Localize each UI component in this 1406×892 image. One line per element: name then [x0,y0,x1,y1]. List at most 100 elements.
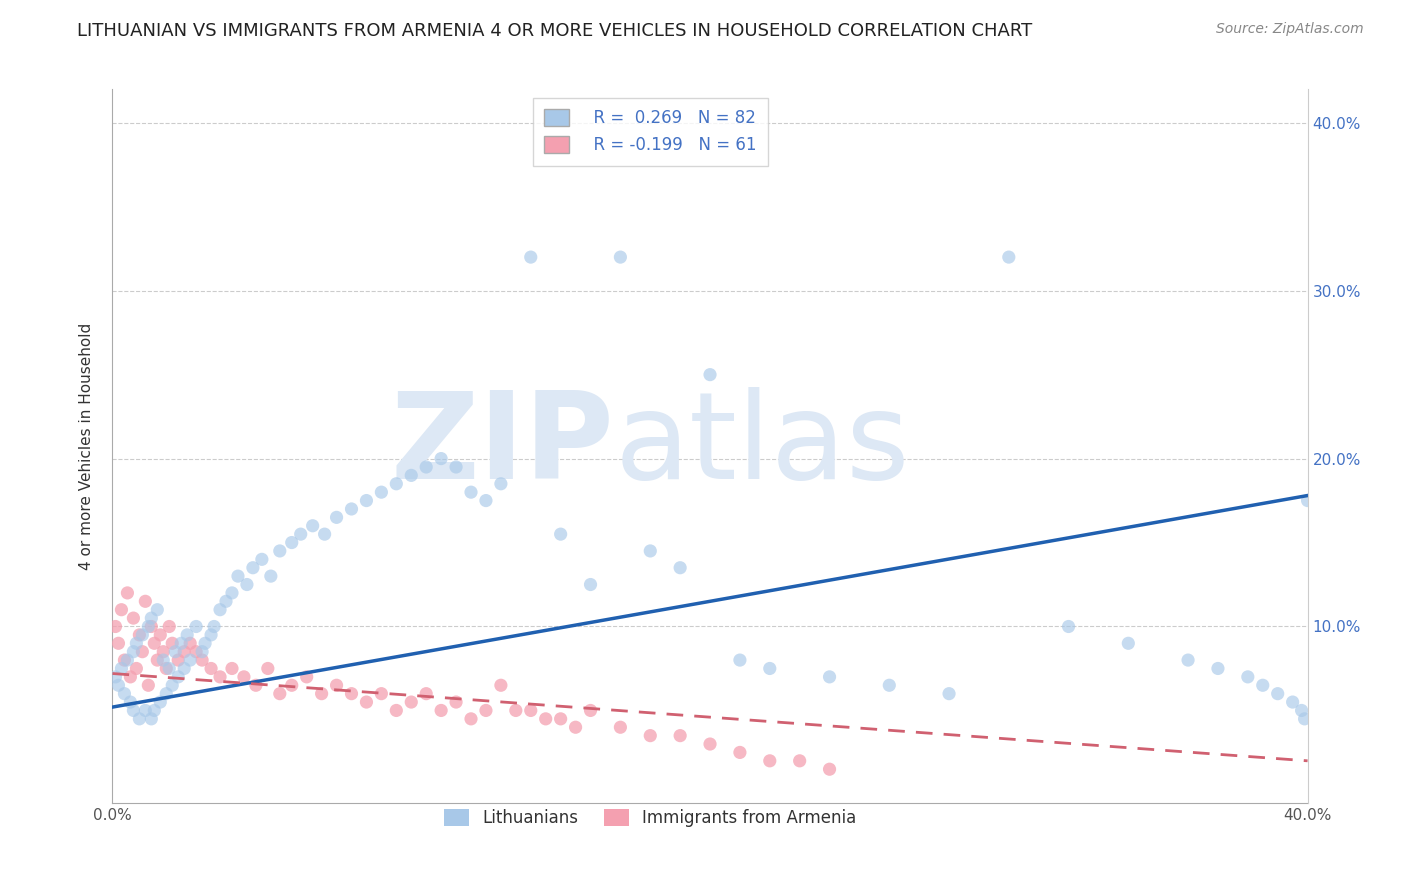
Point [1294,712,1316,726]
Point [157,661,180,675]
Text: atlas: atlas [614,387,910,505]
Point [141,619,163,633]
Point [505,703,527,717]
Point [215,594,238,608]
Point [155,687,177,701]
Point [107,678,129,692]
Point [534,712,557,726]
Point [226,569,249,583]
Point [165,645,187,659]
Point [117,586,139,600]
Point [759,754,782,768]
Point [131,645,153,659]
Point [879,678,901,692]
Point [162,678,183,692]
Text: LITHUANIAN VS IMMIGRANTS FROM ARMENIA 4 OR MORE VEHICLES IN HOUSEHOLD CORRELATIO: LITHUANIAN VS IMMIGRANTS FROM ARMENIA 4 … [77,22,1032,40]
Point [609,720,631,734]
Point [444,695,467,709]
Point [669,560,692,574]
Point [938,687,960,701]
Point [550,527,572,541]
Point [131,628,153,642]
Point [1118,636,1140,650]
Point [460,712,482,726]
Point [401,468,423,483]
Point [385,476,408,491]
Point [167,653,190,667]
Point [385,703,408,717]
Point [114,687,135,701]
Point [120,695,142,709]
Point [281,535,304,549]
Point [209,603,232,617]
Point [998,250,1021,264]
Point [1206,661,1229,675]
Point [325,510,347,524]
Point [114,653,135,667]
Point [370,485,392,500]
Point [209,670,232,684]
Point [281,678,304,692]
Point [489,476,512,491]
Point [173,661,195,675]
Point [162,636,183,650]
Point [1291,703,1313,717]
Point [269,544,291,558]
Point [143,703,166,717]
Point [173,645,195,659]
Point [117,653,139,667]
Point [221,661,243,675]
Point [1296,493,1319,508]
Point [728,746,751,760]
Point [122,703,145,717]
Point [301,518,323,533]
Point [128,712,150,726]
Point [143,636,166,650]
Point [104,619,127,633]
Point [475,703,498,717]
Point [104,670,127,684]
Point [125,636,148,650]
Point [699,737,721,751]
Point [759,661,782,675]
Point [340,502,363,516]
Point [186,619,208,633]
Point [699,368,721,382]
Point [128,628,150,642]
Point [415,687,437,701]
Point [1251,678,1274,692]
Point [818,670,841,684]
Point [122,611,145,625]
Point [141,712,163,726]
Legend: Lithuanians, Immigrants from Armenia: Lithuanians, Immigrants from Armenia [434,799,866,838]
Point [290,527,312,541]
Point [669,729,692,743]
Point [1177,653,1199,667]
Point [728,653,751,667]
Point [110,661,132,675]
Point [245,678,267,692]
Point [110,603,132,617]
Point [233,670,256,684]
Point [138,619,160,633]
Point [475,493,498,508]
Y-axis label: 4 or more Vehicles in Household: 4 or more Vehicles in Household [79,322,94,570]
Point [579,577,602,591]
Point [186,645,208,659]
Point [257,661,280,675]
Text: Source: ZipAtlas.com: Source: ZipAtlas.com [1216,22,1364,37]
Point [640,544,662,558]
Point [202,619,225,633]
Point [430,451,453,466]
Point [200,661,222,675]
Text: ZIP: ZIP [391,387,614,505]
Point [125,661,148,675]
Point [170,636,193,650]
Point [1267,687,1289,701]
Point [179,636,201,650]
Point [640,729,662,743]
Point [489,678,512,692]
Point [236,577,259,591]
Point [340,687,363,701]
Point [325,678,347,692]
